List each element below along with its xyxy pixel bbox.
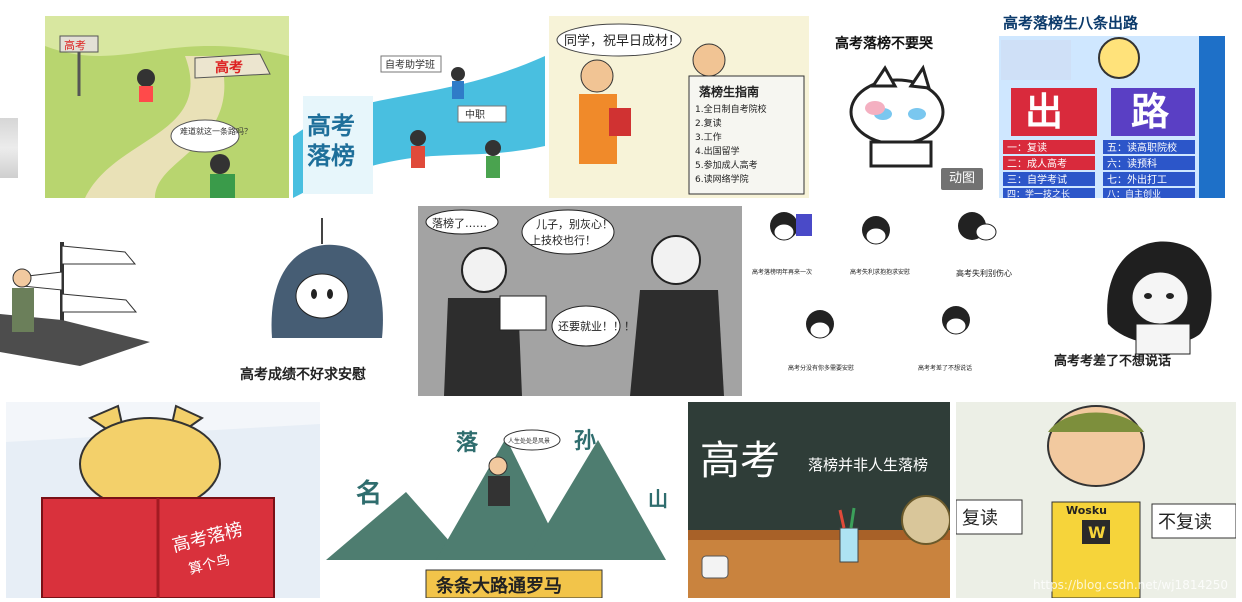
sticker-caption-3: 高考失利别伤心 [956,268,1012,278]
sticker-caption-5: 高考考差了不想说话 [918,364,972,372]
crying-cat-illustration: 高考落榜不要哭 [813,16,995,196]
result-image-6[interactable] [0,232,158,370]
sign-right-text: 高考 [215,59,243,76]
result-image-3[interactable]: 同学，祝早日成材！ 落榜生指南 1.全日制自考院校 2.复读 3.工作 4.出国… [549,16,809,198]
comic-bubble-3: 还要就业！！！ [558,319,635,333]
guide-item-5: 5.参加成人高考 [695,159,758,171]
result-image-11[interactable]: 高考落榜 算个鸟 [6,402,320,598]
result-image-2[interactable]: 高考 落榜 自考助学班 中职 [293,16,545,198]
animated-gif-badge: 动图 [941,168,984,190]
poster-chu: 出 [1025,90,1063,134]
speech-top: 同学，祝早日成材！ [564,33,681,49]
route-2: 二：成人高考 [1007,157,1067,170]
sticker-caption-4: 高考分没有你多需要安慰 [788,364,854,372]
title-dont-cry: 高考落榜不要哭 [835,35,934,52]
result-image-9[interactable]: 高考落榜明年再来一次 高考失利求抱抱求安慰 高考失利别伤心 高考分没有你多需要安… [750,204,1042,376]
eight-routes-poster: 高考落榜生八条出路 出 路 一：复读 二：成人高考 三：自学考试 四：学一技之长… [999,10,1225,198]
poster-title: 高考落榜生八条出路 [1003,14,1139,32]
sign-no-repeat: 不复读 [1158,512,1212,533]
meme-sticker-grid: 高考落榜明年再来一次 高考失利求抱抱求安慰 高考失利别伤心 高考分没有你多需要安… [750,204,1042,376]
result-image-13[interactable]: 高考 落榜并非人生落榜 [688,402,950,598]
shiba-reading-book: 高考落榜 算个鸟 [6,402,320,598]
blackboard-desk-scene: 高考 落榜并非人生落榜 [688,402,950,598]
crossroads-choice-cartoon: 复读 不复读 Wosku W [956,402,1236,598]
sticker-caption-1: 高考落榜明年再来一次 [752,268,812,276]
result-image-4[interactable]: 高考落榜不要哭 动图 [813,16,995,196]
guide-item-3: 3.工作 [695,131,722,143]
big-title-1: 高考 [307,112,355,140]
shirt-wosku: Wosku [1066,504,1107,517]
comfort-meme-illustration [222,218,410,392]
result-image-5[interactable]: 高考落榜生八条出路 出 路 一：复读 二：成人高考 三：自学考试 四：学一技之长… [999,10,1225,198]
guide-item-1: 1.全日制自考院校 [695,103,767,115]
sign-self-study: 自考助学班 [385,58,435,71]
char-sun: 孙 [574,429,596,454]
poster-lu: 路 [1131,90,1170,134]
route-6: 六：读预科 [1107,157,1157,170]
result-image-8[interactable]: 落榜了…… 儿子，别灰心！ 上技校也行！ 还要就业！！！ [418,206,742,396]
sticker-caption-2: 高考失利求抱抱求安慰 [850,268,910,276]
result-image-12[interactable]: 名 落 孙 山 人生处处是风景 条条大路通罗马 [326,410,684,598]
speech-bubble-text: 难道就这一条路吗？ [180,126,252,136]
mountain-success-illustration: 名 落 孙 山 人生处处是风景 条条大路通罗马 [326,410,684,598]
result-image-1[interactable]: 高考 高考 难道就这一条路吗？ [45,16,289,198]
route-7: 七：外出打工 [1107,173,1167,186]
char-shan: 山 [648,487,668,511]
result-image-7[interactable]: 高考成绩不好求安慰 [222,218,410,392]
sad-face-meme [1050,214,1242,384]
caption-bad-score: 高考成绩不好求安慰 [240,367,366,383]
guide-title: 落榜生指南 [699,84,759,99]
route-4: 四：学一技之长 [1007,188,1070,198]
route-1: 一：复读 [1007,141,1047,154]
comic-bubble-2a: 儿子，别灰心！ [536,217,613,231]
sign-repeat: 复读 [962,508,998,529]
route-5: 五：读高职院校 [1107,141,1177,154]
blurred-thumbnail-edge [0,118,18,178]
cartoon-guide-scene: 同学，祝早日成材！ 落榜生指南 1.全日制自考院校 2.复读 3.工作 4.出国… [549,16,809,198]
sign-vocational: 中职 [465,108,485,121]
route-8: 八：自主创业 [1107,188,1161,198]
blackboard-slogan: 落榜并非人生落榜 [808,456,928,474]
guide-item-4: 4.出国留学 [695,145,740,157]
big-title-2: 落榜 [307,142,355,170]
caption-bad-exam: 高考考差了不想说话 [1054,354,1172,369]
thought-bubble: 人生处处是风景 [508,437,550,445]
comic-bubble-2b: 上技校也行！ [530,233,596,247]
result-image-14[interactable]: 复读 不复读 Wosku W https://blog.csdn.net/wj1… [956,402,1236,598]
sign-left-text: 高考 [64,38,86,52]
shirt-w: W [1088,523,1106,542]
crossroads-figure-illustration [0,232,158,370]
result-image-10[interactable]: 高考考差了不想说话 [1050,214,1242,384]
char-luo: 落 [456,431,479,456]
route-3: 三：自学考试 [1007,173,1067,186]
char-ming: 名 [356,478,382,509]
guide-item-6: 6.读网络学院 [695,173,749,185]
comic-bubble-1: 落榜了…… [432,216,487,230]
cartoon-paths-scene: 高考 落榜 自考助学班 中职 [293,16,545,198]
guide-item-2: 2.复读 [695,117,722,129]
watermark-url: https://blog.csdn.net/wj1814250 [1033,578,1228,592]
cartoon-road-scene: 高考 高考 难道就这一条路吗？ [45,16,289,198]
banner-text: 条条大路通罗马 [435,575,562,597]
blackboard-gaokao: 高考 [700,438,780,484]
father-son-comic: 落榜了…… 儿子，别灰心！ 上技校也行！ 还要就业！！！ [418,206,742,396]
